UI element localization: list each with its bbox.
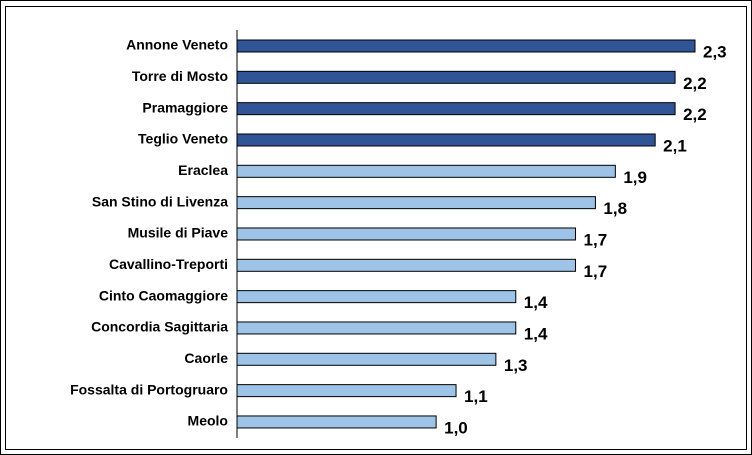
bar (236, 352, 497, 366)
value-label: 2,2 (683, 74, 707, 93)
value-label: 1,4 (524, 293, 548, 312)
bar (236, 258, 577, 272)
bar (236, 415, 437, 429)
value-label: 2,1 (663, 136, 687, 155)
bar (236, 321, 517, 335)
category-label: Meolo (188, 413, 228, 429)
category-label: Musile di Piave (128, 225, 229, 241)
category-label: Pramaggiore (142, 99, 228, 115)
value-label: 2,3 (703, 42, 727, 61)
bar (236, 290, 517, 304)
category-label: Caorle (184, 350, 228, 366)
category-label: San Stino di Livenza (92, 193, 228, 209)
category-label: Cavallino-Treporti (109, 256, 228, 272)
value-label: 1,8 (603, 199, 627, 218)
bar (236, 227, 577, 241)
value-label: 1,1 (464, 387, 488, 406)
category-label: Concordia Sagittaria (91, 319, 228, 335)
category-label: Torre di Mosto (132, 68, 228, 84)
bar (236, 196, 596, 210)
category-label: Teglio Veneto (138, 131, 228, 147)
bar (236, 102, 676, 116)
value-label: 1,0 (444, 418, 468, 437)
chart-frame (5, 6, 747, 450)
category-label: Cinto Caomaggiore (99, 287, 228, 303)
bar (236, 70, 676, 84)
value-label: 1,4 (524, 324, 548, 343)
value-label: 1,3 (504, 356, 528, 375)
value-label: 2,2 (683, 105, 707, 124)
category-label: Eraclea (178, 162, 228, 178)
value-label: 1,7 (584, 230, 608, 249)
bar (236, 133, 656, 147)
value-label: 1,9 (623, 168, 647, 187)
bar (236, 384, 457, 398)
bar (236, 39, 696, 53)
bar (236, 164, 616, 178)
category-label: Annone Veneto (126, 37, 228, 53)
category-label: Fossalta di Portogruaro (70, 381, 228, 397)
value-label: 1,7 (584, 262, 608, 281)
